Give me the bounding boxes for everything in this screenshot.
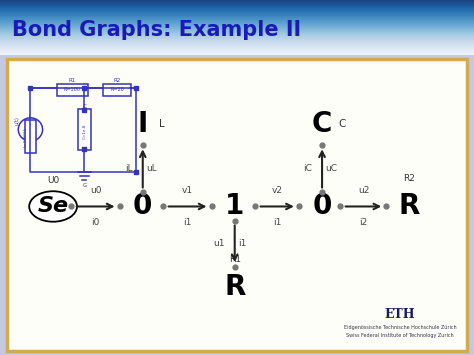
Text: uC: uC <box>326 164 338 173</box>
FancyBboxPatch shape <box>25 120 36 153</box>
Text: Se: Se <box>37 196 69 217</box>
Text: C: C <box>338 120 346 130</box>
Text: C: C <box>312 110 332 138</box>
Text: u0: u0 <box>90 186 101 195</box>
Text: iC: iC <box>303 164 312 173</box>
Text: R=100: R=100 <box>64 87 81 92</box>
Text: 0: 0 <box>312 192 332 220</box>
Text: L: L <box>159 120 164 130</box>
Text: iL: iL <box>125 164 133 173</box>
Text: u(t): u(t) <box>15 116 20 125</box>
Text: R2: R2 <box>403 174 415 183</box>
Text: 1: 1 <box>225 192 244 220</box>
Text: i1: i1 <box>273 218 282 226</box>
Text: I: I <box>137 110 148 138</box>
FancyBboxPatch shape <box>103 83 131 97</box>
Text: C=1e-8: C=1e-8 <box>82 123 86 138</box>
Text: u2: u2 <box>358 186 369 195</box>
Text: v2: v2 <box>272 186 283 195</box>
Text: R=20: R=20 <box>110 87 124 92</box>
FancyBboxPatch shape <box>78 109 91 149</box>
Text: Swiss Federal Institute of Technology Zurich: Swiss Federal Institute of Technology Zu… <box>346 333 454 338</box>
Text: R1: R1 <box>228 255 241 263</box>
FancyBboxPatch shape <box>7 59 467 351</box>
Text: Eidgenössische Technische Hochschule Zürich: Eidgenössische Technische Hochschule Zür… <box>344 325 456 330</box>
Text: U0: U0 <box>47 176 59 185</box>
Text: uL: uL <box>146 164 157 173</box>
Text: i2: i2 <box>359 218 367 226</box>
Text: i1: i1 <box>238 239 247 248</box>
Text: i1: i1 <box>183 218 192 226</box>
Text: L: L <box>29 115 32 120</box>
Text: R2: R2 <box>113 78 120 83</box>
Text: R: R <box>224 273 246 301</box>
Text: v1: v1 <box>182 186 193 195</box>
Text: R: R <box>399 192 420 220</box>
Text: 0: 0 <box>133 192 153 220</box>
FancyBboxPatch shape <box>57 83 88 97</box>
Circle shape <box>29 191 77 222</box>
Text: G: G <box>82 182 87 187</box>
Text: C: C <box>82 104 86 109</box>
Text: u1: u1 <box>213 239 225 248</box>
Text: i0: i0 <box>91 218 100 226</box>
Text: L=0.0015: L=0.0015 <box>24 127 27 147</box>
Text: Bond Graphs: Example II: Bond Graphs: Example II <box>12 20 301 40</box>
Text: ETH: ETH <box>385 308 416 321</box>
Text: R1: R1 <box>69 78 76 83</box>
